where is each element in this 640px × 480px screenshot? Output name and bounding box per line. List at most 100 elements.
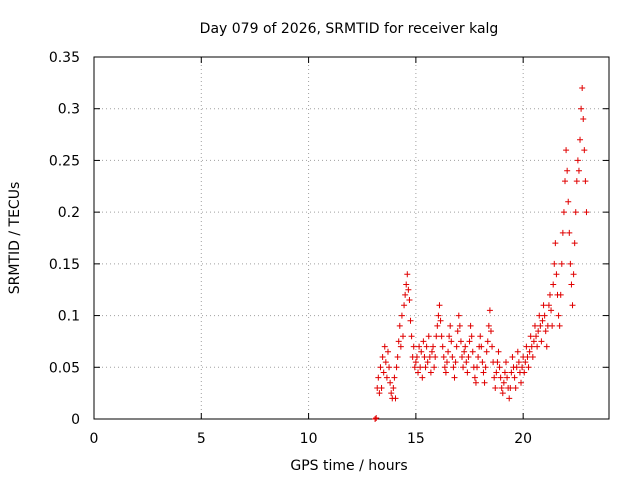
data-point (416, 343, 423, 350)
data-point (431, 364, 438, 371)
y-tick-labels: 0 0.05 0.1 0.15 0.2 0.25 0.3 0.35 (49, 50, 80, 428)
data-point (393, 364, 400, 371)
data-point (395, 338, 402, 345)
y-tick-label: 0.35 (49, 50, 80, 66)
data-point (493, 369, 500, 376)
data-point (574, 157, 581, 164)
data-point (535, 328, 542, 335)
data-point (465, 353, 472, 360)
data-point (464, 369, 471, 376)
data-point (450, 364, 457, 371)
data-point (456, 322, 463, 329)
data-point (381, 343, 388, 350)
data-point (555, 312, 562, 319)
data-point (482, 364, 489, 371)
data-point (383, 374, 390, 381)
data-point (432, 353, 439, 360)
data-point (511, 374, 518, 381)
data-point (462, 343, 469, 350)
data-point (567, 260, 574, 267)
data-point (523, 343, 530, 350)
data-point (494, 359, 501, 366)
data-point (507, 384, 514, 391)
data-point (580, 116, 587, 123)
data-point (373, 414, 380, 421)
data-point (534, 343, 541, 350)
data-point (529, 353, 536, 360)
data-point (527, 333, 534, 340)
y-tick-label: 0.05 (49, 360, 80, 376)
data-point (533, 333, 540, 340)
data-point (441, 364, 448, 371)
data-point (412, 359, 419, 366)
data-point (540, 302, 547, 309)
data-point (579, 85, 586, 92)
data-point (471, 374, 478, 381)
data-point (437, 317, 444, 324)
data-point (377, 364, 384, 371)
data-point (386, 364, 393, 371)
data-point (526, 348, 533, 355)
data-point (515, 359, 522, 366)
data-point (524, 353, 531, 360)
data-point (491, 374, 498, 381)
data-point (512, 384, 519, 391)
data-point (571, 240, 578, 247)
data-point (558, 260, 565, 267)
data-point (537, 322, 544, 329)
data-point (411, 364, 418, 371)
data-point (569, 302, 576, 309)
data-point (538, 338, 545, 345)
x-axis-label: GPS time / hours (290, 458, 407, 474)
data-point (530, 338, 537, 345)
data-point (501, 369, 508, 376)
data-point (487, 328, 494, 335)
data-point (575, 167, 582, 174)
data-point (460, 364, 467, 371)
data-point (481, 379, 488, 386)
x-tick-label: 20 (514, 431, 532, 447)
data-point (503, 359, 509, 366)
data-point (443, 359, 450, 366)
chart-title: Day 079 of 2026, SRMTID for receiver kal… (200, 21, 499, 37)
data-point (553, 271, 560, 278)
data-point (468, 333, 475, 340)
data-point (522, 359, 529, 366)
data-point (449, 353, 456, 360)
data-point (564, 167, 571, 174)
data-point (559, 229, 566, 236)
data-point (435, 312, 442, 319)
y-tick-label: 0.2 (58, 205, 80, 221)
data-point (545, 302, 552, 309)
grid-lines (94, 57, 609, 419)
data-point (372, 416, 379, 422)
data-point (428, 348, 435, 355)
data-point (421, 353, 428, 360)
data-point (552, 240, 559, 247)
data-point (433, 333, 440, 340)
data-point (378, 384, 385, 391)
data-point (557, 291, 564, 298)
data-point (550, 281, 557, 288)
y-tick-label: 0.15 (49, 257, 80, 273)
data-point (461, 348, 468, 355)
data-point (525, 364, 532, 371)
data-point (572, 209, 579, 216)
data-point (551, 260, 558, 267)
data-point (495, 348, 502, 355)
x-tick-labels: 0 5 10 15 20 (90, 431, 533, 447)
axis-ticks (93, 56, 609, 420)
y-tick-label: 0.25 (49, 153, 80, 169)
data-point (457, 338, 464, 345)
data-point (388, 390, 395, 397)
data-point (397, 343, 404, 350)
data-point (390, 384, 397, 391)
data-point (475, 353, 482, 360)
data-point (408, 333, 415, 340)
y-tick-label: 0 (71, 412, 80, 428)
data-point (404, 271, 411, 278)
data-point (434, 322, 441, 329)
data-point (509, 353, 516, 360)
data-point (401, 302, 408, 309)
